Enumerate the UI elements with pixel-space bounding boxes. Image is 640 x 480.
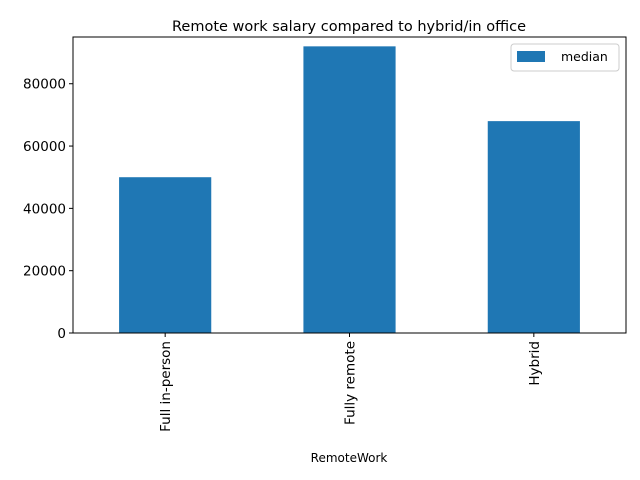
bar-hybrid — [487, 121, 580, 333]
legend-swatch — [517, 51, 545, 62]
y-axis: 0 20000 40000 60000 80000 — [23, 77, 73, 342]
x-tick-label: Hybrid — [527, 341, 543, 386]
x-tick-label: Fully remote — [343, 341, 359, 425]
x-axis: Full in-person Fully remote Hybrid — [158, 333, 543, 432]
legend-box — [510, 43, 620, 72]
x-axis-label: RemoteWork — [311, 451, 388, 465]
bar-full-in-person — [119, 177, 212, 333]
y-tick-label: 20000 — [23, 264, 66, 280]
bars-group — [119, 46, 580, 333]
legend-label: median — [561, 49, 608, 64]
bar-fully-remote — [303, 46, 396, 333]
plot-frame — [72, 36, 627, 334]
chart-title: Remote work salary compared to hybrid/in… — [172, 19, 526, 35]
y-tick-label: 80000 — [23, 77, 66, 93]
y-tick-label: 0 — [57, 326, 66, 342]
y-tick-label: 40000 — [23, 201, 66, 217]
legend: median — [510, 43, 620, 72]
y-tick-label: 60000 — [23, 139, 66, 155]
x-tick-label: Full in-person — [158, 341, 174, 432]
